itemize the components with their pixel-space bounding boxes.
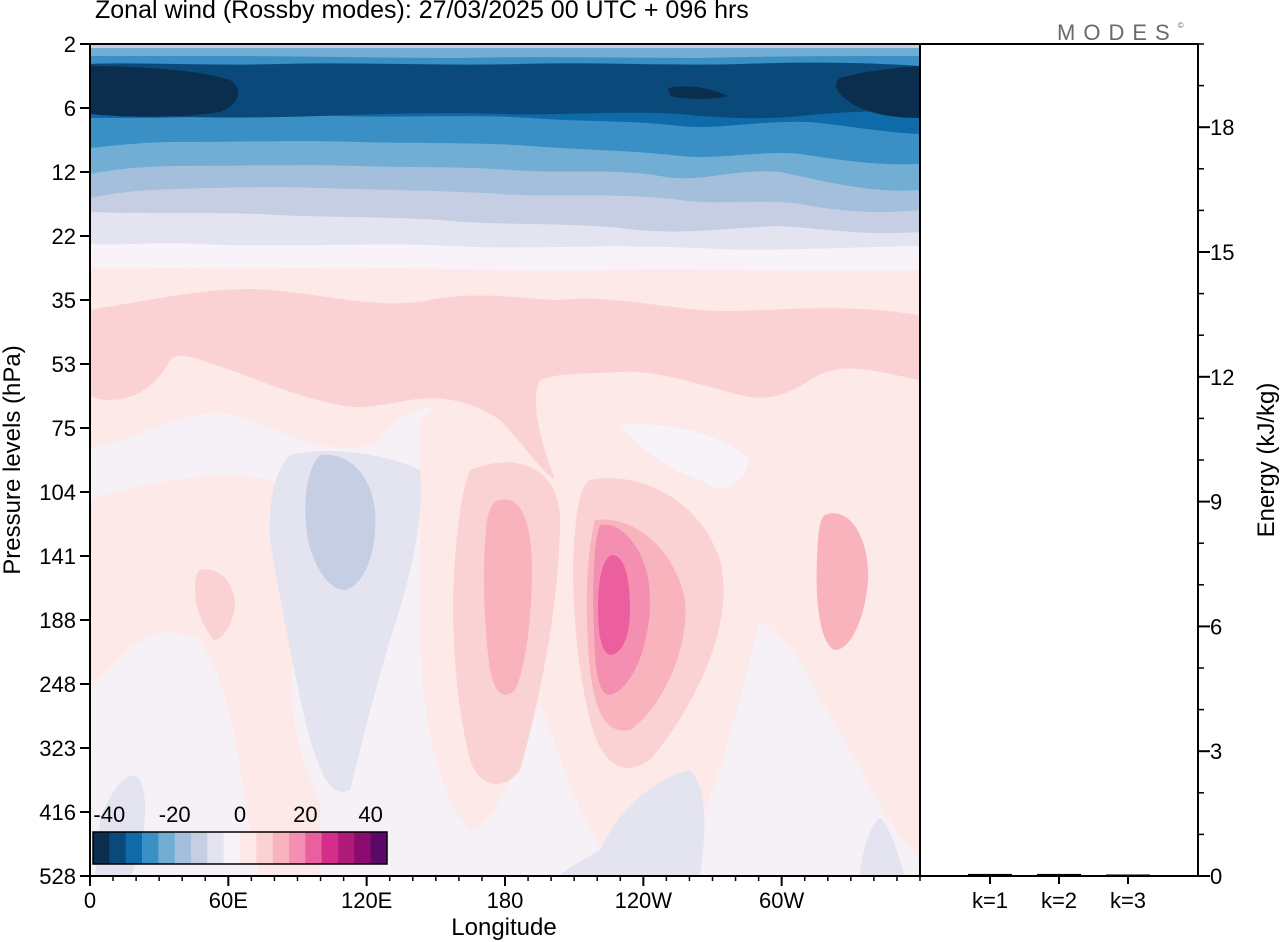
jet-50e [195, 569, 235, 640]
brand-mark: © [1177, 20, 1184, 30]
y-tick-label: 104 [39, 480, 76, 505]
colorbar-swatch [125, 832, 143, 864]
neg-lobe-150w [560, 770, 705, 876]
colorbar: -40 -20 0 20 40 [92, 802, 388, 865]
colorbar-frame [92, 831, 388, 865]
jet-180-inner [483, 499, 532, 695]
y-tick-label: 35 [52, 288, 76, 313]
energy-category-label: k=3 [1110, 888, 1146, 913]
x-tick-label: 180 [487, 888, 524, 913]
colorbar-swatch [256, 832, 274, 864]
y-tick-label: 416 [39, 800, 76, 825]
band-neg-40-right [836, 66, 920, 118]
energy-axis-label: Energy (kJ/kg) [1253, 383, 1280, 538]
contour-pos-10-top [90, 289, 920, 480]
chart-title: Zonal wind (Rossby modes): 27/03/2025 00… [95, 0, 749, 24]
y-tick-label: 75 [52, 416, 76, 441]
energy-axis: 0 3 6 9 12 15 18 [1198, 43, 1234, 889]
energy-frame [919, 43, 1199, 877]
energy-bars: k=1 k=2 k=3 [968, 873, 1150, 913]
y-tick-label: 6 [64, 96, 76, 121]
x-axis-label: Longitude [451, 914, 556, 941]
x-tick-label: 120W [615, 888, 673, 913]
colorbar-swatch [223, 832, 241, 864]
y-tick-label: 528 [39, 864, 76, 889]
energy-tick-label: 9 [1210, 490, 1222, 515]
energy-bar [1037, 873, 1081, 876]
colorbar-swatch [240, 832, 257, 864]
x-tick-label: 60E [209, 888, 248, 913]
colorbar-swatch [93, 832, 110, 864]
colorbar-swatch [272, 832, 290, 864]
y-tick-label: 188 [39, 608, 76, 633]
brand-logo: MODES© [1057, 20, 1184, 46]
energy-category-label: k=1 [972, 888, 1008, 913]
band-neg-40-mid [668, 86, 728, 99]
colorbar-swatch [354, 832, 372, 864]
colorbar-swatch [158, 832, 176, 864]
colorbar-swatch [207, 832, 225, 864]
neg-lobe-20w [860, 818, 905, 876]
jet-30w [816, 513, 869, 650]
energy-tick-label: 3 [1210, 739, 1222, 764]
colorbar-swatch [370, 832, 388, 864]
energy-tick-label: 6 [1210, 614, 1222, 639]
colorbar-label: 20 [293, 802, 317, 827]
brand-text: MODES [1057, 20, 1178, 45]
colorbar-swatch [109, 832, 127, 864]
y-tick-label: 248 [39, 672, 76, 697]
contour-field [90, 44, 920, 876]
colorbar-swatch [191, 832, 208, 864]
colorbar-label: 0 [234, 802, 246, 827]
neg-lobe-100e-inner [305, 454, 376, 590]
energy-tick-label: 12 [1210, 365, 1234, 390]
x-tick-label: 60W [759, 888, 804, 913]
colorbar-swatch [289, 832, 306, 864]
colorbar-label: -20 [159, 802, 191, 827]
colorbar-label: -40 [93, 802, 125, 827]
band-neg-40-left [90, 66, 239, 117]
y-tick-label: 323 [39, 736, 76, 761]
y-axis-label: Pressure levels (hPa) [0, 345, 26, 574]
x-tick-label: 120E [341, 888, 392, 913]
contour-pos-5-low [90, 476, 320, 876]
jet-110w-25 [598, 555, 630, 655]
y-tick-label: 22 [52, 224, 76, 249]
colorbar-swatch [142, 832, 159, 864]
y-tick-label: 2 [64, 32, 76, 57]
y-tick-label: 53 [52, 352, 76, 377]
y-tick-label: 12 [52, 160, 76, 185]
colorbar-swatch [338, 832, 355, 864]
colorbar-swatch [305, 832, 323, 864]
x-axis: 0 60E 120E 180 120W 60W [84, 876, 921, 913]
energy-tick-label: 0 [1210, 864, 1222, 889]
y-tick-label: 141 [39, 544, 76, 569]
colorbar-swatch [321, 832, 339, 864]
energy-bar [1106, 874, 1150, 876]
y-axis: 2 6 12 22 35 53 75 104 141 188 248 323 416 528 [39, 32, 90, 889]
neg-lobe-80w [620, 424, 750, 489]
energy-bar [968, 873, 1012, 876]
colorbar-label: 40 [358, 802, 382, 827]
energy-category-label: k=2 [1041, 888, 1077, 913]
x-tick-label: 0 [84, 888, 96, 913]
colorbar-swatch [174, 832, 192, 864]
energy-tick-label: 18 [1210, 115, 1234, 140]
energy-tick-label: 15 [1210, 240, 1234, 265]
